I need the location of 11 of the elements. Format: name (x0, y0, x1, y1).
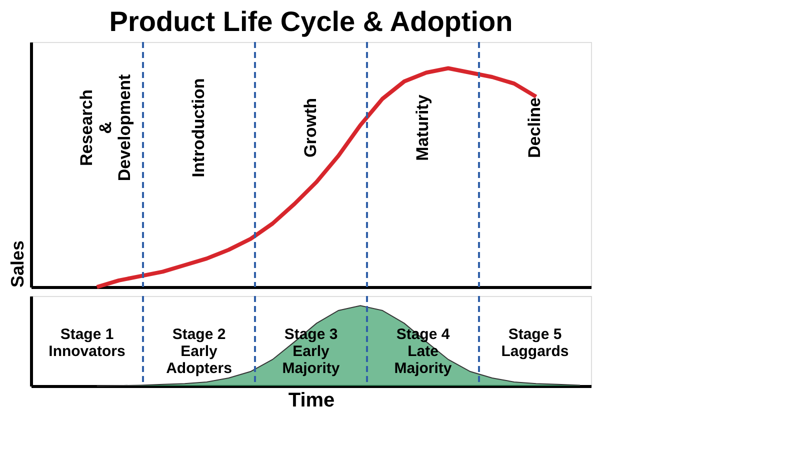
annotation: Stage 1 Innovators (48, 326, 126, 360)
annotation: Introduction (189, 78, 208, 178)
y-axis-title: Sales (8, 240, 28, 288)
x-axis-title: Time (288, 390, 335, 412)
annotation: Growth (301, 98, 320, 158)
annotation: Stage 2 Early Adopters (166, 326, 232, 377)
annotation: Maturity (413, 94, 432, 161)
annotation: Stage 5 Laggards (501, 326, 569, 360)
annotation: Decline (525, 98, 544, 158)
annotation: Research & Development (77, 74, 134, 182)
chart-title: Product Life Cycle & Adoption (109, 6, 513, 37)
